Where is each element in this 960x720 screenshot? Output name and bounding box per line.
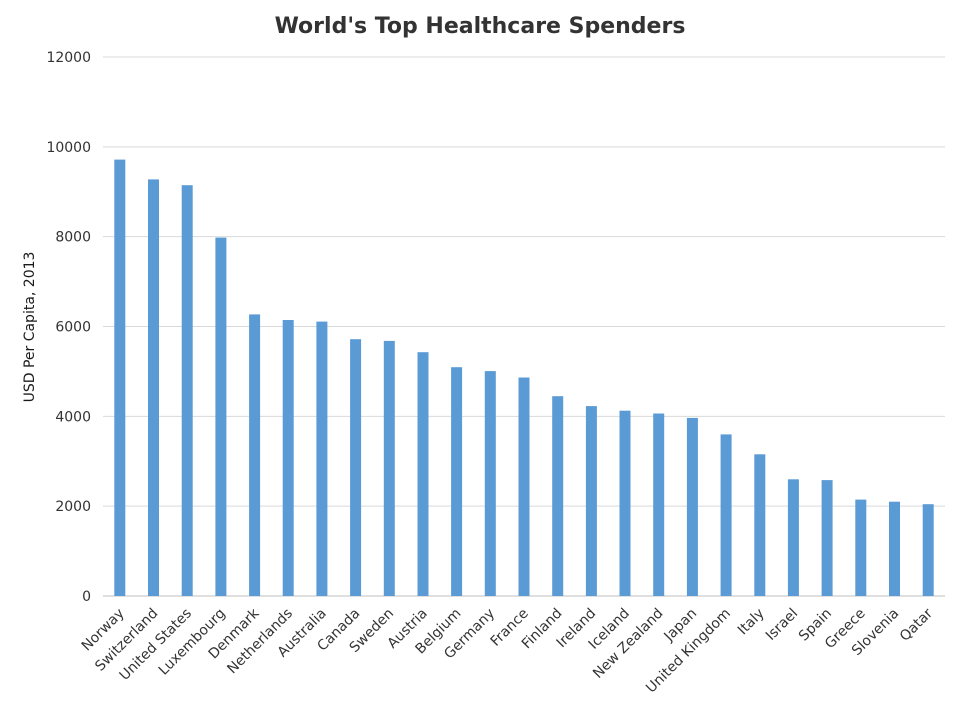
y-tick-label: 8000 bbox=[55, 230, 91, 246]
bar bbox=[383, 340, 395, 596]
bar bbox=[249, 314, 261, 596]
y-tick-label: 12000 bbox=[46, 50, 91, 66]
y-tick-label: 2000 bbox=[55, 499, 91, 515]
bar bbox=[821, 480, 833, 596]
bar bbox=[148, 179, 159, 596]
bar bbox=[619, 410, 631, 596]
x-tick-label: Qatar bbox=[897, 605, 936, 644]
chart-title: World's Top Healthcare Spenders bbox=[275, 14, 686, 39]
bar bbox=[754, 454, 766, 596]
y-axis-label: USD Per Capita, 2013 bbox=[22, 252, 38, 403]
bar bbox=[417, 352, 429, 596]
bars bbox=[114, 159, 934, 596]
bar bbox=[787, 479, 799, 596]
bar bbox=[922, 504, 934, 596]
y-tick-label: 4000 bbox=[55, 409, 91, 425]
x-tick-label: Israel bbox=[763, 606, 801, 644]
bar bbox=[686, 417, 698, 596]
bar bbox=[181, 185, 193, 596]
y-tick-label: 0 bbox=[82, 589, 91, 605]
bar bbox=[316, 321, 328, 596]
bar bbox=[720, 434, 732, 596]
y-tick-label: 10000 bbox=[46, 140, 91, 156]
bar bbox=[350, 339, 362, 596]
y-axis-ticks: 0 2000 4000 6000 8000 10000 12000 bbox=[46, 50, 91, 605]
bar bbox=[653, 413, 665, 596]
bar bbox=[282, 320, 294, 596]
bar bbox=[552, 396, 564, 596]
bar bbox=[484, 371, 496, 596]
bar bbox=[889, 501, 900, 596]
bar bbox=[518, 377, 530, 596]
y-tick-label: 6000 bbox=[55, 320, 91, 336]
bar bbox=[215, 237, 227, 596]
bar bbox=[855, 499, 867, 596]
bar bbox=[451, 367, 463, 596]
bar bbox=[114, 159, 126, 596]
bar bbox=[585, 406, 597, 596]
